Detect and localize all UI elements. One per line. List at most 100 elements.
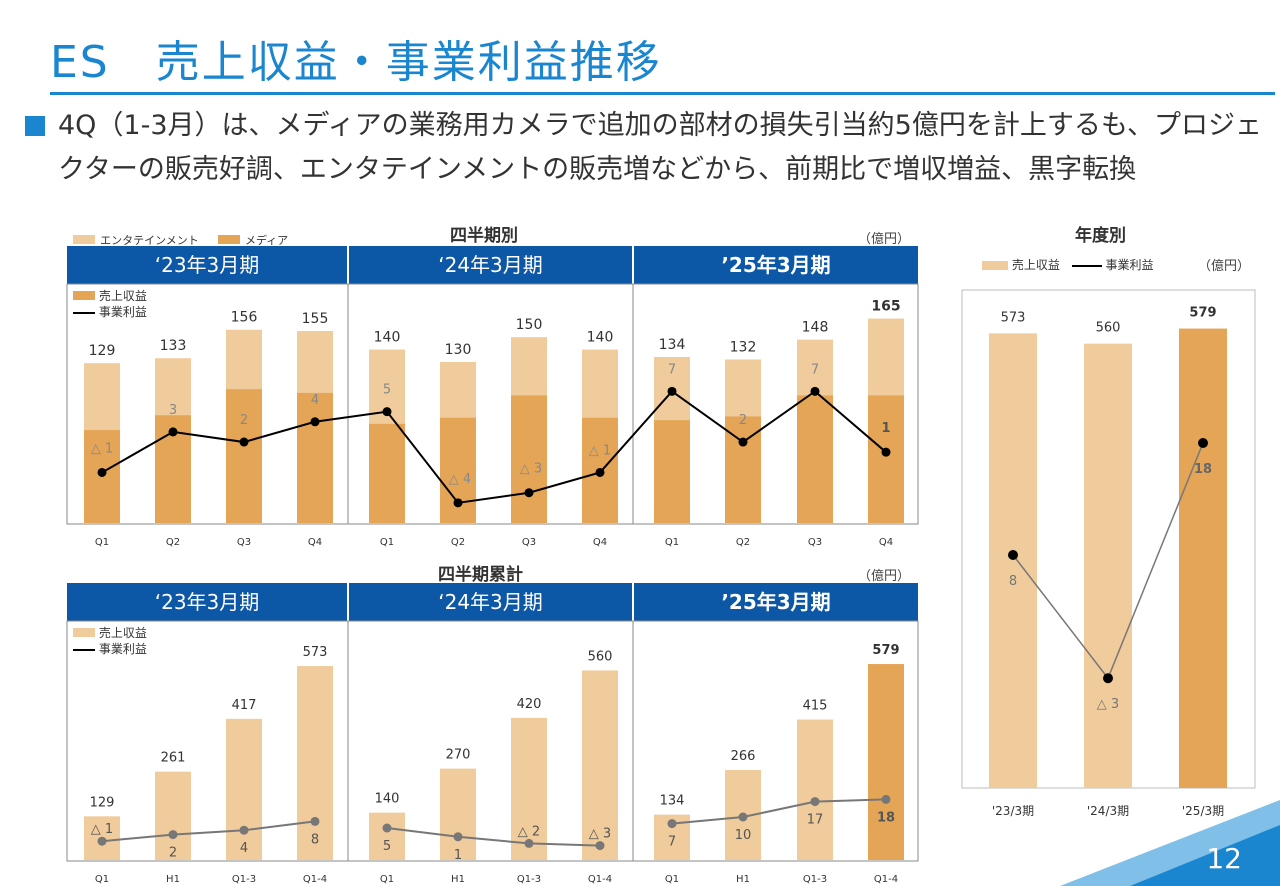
media-bar — [297, 392, 333, 523]
cumulative-inner-legend: 売上収益 事業利益 — [73, 625, 147, 657]
cumulative-op-label: △ 3 — [589, 827, 611, 842]
cumulative-op-point — [881, 794, 891, 804]
cumulative-op-point — [738, 812, 748, 822]
x-tick-label: Q3 — [237, 537, 251, 548]
legend-label-op: 事業利益 — [1105, 258, 1154, 272]
op-point — [239, 437, 249, 447]
cumulative-revenue-bar — [440, 768, 476, 860]
cumulative-revenue-bar — [297, 666, 333, 860]
x-tick-label: Q1-3 — [232, 874, 256, 885]
revenue-label: 148 — [802, 320, 829, 336]
quarterly-frame — [66, 283, 919, 525]
revenue-label: 156 — [231, 310, 258, 326]
footer-accent-dark — [1130, 825, 1280, 886]
cumulative-period-header-2: ‘24年3月期 — [349, 583, 632, 621]
cumulative-op-label: 17 — [807, 813, 824, 828]
x-tick-label: Q4 — [593, 537, 607, 548]
op-label: 3 — [169, 403, 177, 418]
x-tick-label: Q2 — [736, 537, 750, 548]
cumulative-op-label: 8 — [311, 832, 319, 847]
op-line — [101, 390, 887, 504]
x-tick-label: Q4 — [308, 537, 322, 548]
quarterly-unit: （億円） — [858, 232, 911, 247]
quarterly-period-header-2: ‘24年3月期 — [349, 246, 632, 284]
quarterly-chart: 129 Q1 133 Q2 156 Q3 155 Q4 140 Q1 130 Q2 150 Q3 140 Q4… — [84, 299, 904, 548]
annual-revenue-label: 579 — [1189, 306, 1216, 321]
cumulative-op-label: △ 1 — [91, 822, 113, 837]
annual-revenue-bar — [1084, 343, 1132, 788]
annual-op-point — [1008, 550, 1018, 560]
op-point — [881, 447, 891, 457]
x-tick-label: H1 — [736, 874, 750, 885]
cumulative-op-label: △ 2 — [518, 824, 540, 839]
op-point — [738, 437, 748, 447]
op-point — [97, 467, 107, 477]
title-rule — [50, 92, 1275, 95]
x-tick-label: Q3 — [522, 537, 536, 548]
revenue-label: 129 — [89, 343, 116, 359]
revenue-label: 140 — [587, 330, 614, 346]
legend-swatch-revenue — [982, 261, 1008, 270]
cumulative-revenue-bar — [511, 717, 547, 860]
cumulative-op-line — [101, 820, 316, 843]
x-tick-label: Q1-4 — [303, 874, 327, 885]
cumulative-op-point — [382, 823, 392, 833]
op-point — [310, 417, 320, 427]
media-bar — [797, 395, 833, 523]
cumulative-op-label: 5 — [383, 839, 391, 854]
annual-legend: 売上収益 事業利益 — [982, 256, 1154, 273]
cumulative-revenue-bar — [797, 719, 833, 860]
x-tick-label: Q2 — [451, 537, 465, 548]
cumulative-op-line — [671, 798, 887, 825]
media-bar — [369, 423, 405, 523]
cumulative-op-point — [524, 838, 534, 848]
x-tick-label: Q2 — [166, 537, 180, 548]
annual-revenue-bar — [1179, 328, 1227, 788]
quarterly-inner-legend: 売上収益 事業利益 — [73, 288, 147, 320]
legend-label-media: メディア — [244, 234, 289, 247]
media-bar — [226, 389, 262, 523]
x-tick-label: Q1 — [380, 874, 394, 885]
cumulative-unit: （億円） — [858, 569, 911, 584]
cumulative-revenue-label: 417 — [232, 698, 257, 713]
x-tick-label: Q1 — [95, 874, 109, 885]
cumulative-op-point — [453, 832, 463, 842]
op-label: 5 — [383, 383, 391, 398]
x-tick-label: Q3 — [808, 537, 822, 548]
legend-label-op: 事業利益 — [98, 305, 147, 319]
op-point — [524, 488, 534, 498]
cumulative-op-label: 4 — [240, 841, 248, 856]
revenue-label: 150 — [516, 317, 543, 333]
annual-op-point — [1103, 673, 1113, 684]
page-number: 12 — [1206, 842, 1242, 875]
annual-op-label: 18 — [1194, 462, 1212, 477]
cumulative-revenue-bar — [155, 771, 191, 860]
op-label: 2 — [240, 413, 248, 428]
x-tick-label: Q1 — [665, 874, 679, 885]
x-tick-label: '23/3期 — [992, 804, 1034, 818]
cumulative-op-label: 10 — [735, 828, 752, 843]
legend-label-revenue: 売上収益 — [98, 289, 147, 303]
cumulative-period-header-1: ‘23年3月期 — [67, 583, 347, 621]
cumulative-revenue-bar — [868, 664, 904, 860]
cumulative-op-line — [386, 827, 601, 847]
legend-swatch-revenue — [73, 291, 95, 300]
x-tick-label: Q1-3 — [517, 874, 541, 885]
cumulative-revenue-label: 420 — [517, 697, 542, 712]
op-point — [595, 467, 605, 477]
op-point — [382, 407, 392, 417]
cumulative-revenue-label: 560 — [588, 649, 613, 664]
cumulative-revenue-label: 140 — [375, 792, 400, 807]
cumulative-chart: 129Q1261H1417Q1-3573Q1-4140Q1270H1420Q1-… — [84, 643, 904, 885]
media-bar — [868, 395, 904, 523]
legend-line-op-icon — [73, 311, 95, 314]
legend-label-ent: エンタテインメント — [100, 234, 199, 247]
x-tick-label: '24/3期 — [1087, 804, 1129, 818]
revenue-label: 133 — [160, 338, 187, 354]
x-tick-label: Q1-4 — [874, 874, 898, 885]
x-tick-label: Q1 — [95, 537, 109, 548]
x-tick-label: Q4 — [879, 537, 893, 548]
cumulative-revenue-label: 266 — [731, 749, 756, 764]
op-point — [667, 386, 677, 396]
